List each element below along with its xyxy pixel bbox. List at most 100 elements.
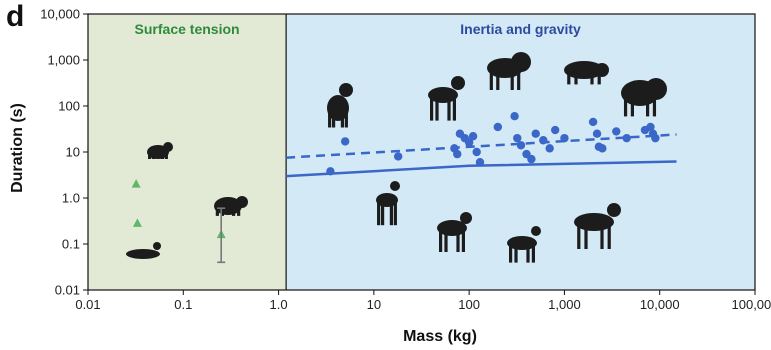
data-point-triangle-0 (131, 179, 141, 188)
cat-silhouette-leg-0 (328, 113, 332, 128)
fit-lines-layer (286, 133, 677, 178)
okapi-silhouette (376, 181, 400, 226)
cat-silhouette-leg-3 (344, 113, 348, 128)
data-point-circle-20 (550, 125, 560, 135)
rat-silhouette-leg-1 (220, 209, 224, 216)
y-tick-label-4: 100 (58, 99, 80, 114)
y-tick-label-6: 10,000 (40, 7, 80, 22)
x-tick-label-6: 10,000 (640, 297, 680, 312)
x-tick-label-3: 10 (367, 297, 381, 312)
data-point-circle-8 (468, 132, 478, 141)
bat-silhouette-body (126, 249, 160, 259)
data-point-circle-18 (539, 136, 548, 145)
okapi-silhouette-leg-0 (377, 202, 381, 226)
data-point-circle-21 (560, 133, 569, 143)
data-point-circle-17 (531, 129, 540, 138)
data-point-circle-9 (472, 147, 481, 157)
cat-silhouette-leg-2 (340, 113, 344, 128)
fit-line-dashed (286, 133, 677, 159)
data-point-circle-7 (464, 138, 474, 147)
okapi-silhouette-leg-3 (393, 202, 397, 226)
data-point-circle-0 (326, 167, 335, 176)
data-point-circle-26 (612, 127, 621, 136)
mouse-silhouette-leg-0 (148, 154, 152, 159)
deer-silhouette-leg-1 (514, 245, 518, 263)
zebra-silhouette (437, 212, 472, 252)
deer-silhouette-leg-2 (526, 245, 530, 263)
region-1-label: Inertia and gravity (460, 21, 581, 37)
okapi-silhouette-leg-2 (389, 202, 393, 226)
data-points-layer (131, 112, 660, 264)
y-tick-label-1: 0.1 (62, 237, 80, 252)
bat-silhouette-head (153, 242, 161, 250)
dog-silhouette-leg-0 (430, 98, 434, 121)
data-point-circle-23 (592, 129, 602, 138)
data-point-circle-25 (598, 144, 607, 153)
regions-layer: Surface tension Inertia and gravity (88, 14, 755, 290)
data-point-circle-31 (651, 133, 660, 143)
fit-line-solid (286, 160, 677, 178)
rat-silhouette-head (236, 196, 248, 208)
rat-silhouette-leg-0 (215, 209, 219, 216)
y-tick-label-5: 1,000 (47, 53, 80, 68)
mouse-silhouette-leg-1 (152, 154, 156, 159)
horse-silhouette-leg-1 (584, 225, 588, 249)
dog-silhouette-leg-3 (452, 98, 456, 121)
dog-silhouette (428, 76, 465, 121)
elephant-silhouette (621, 78, 667, 117)
zebra-silhouette-leg-0 (439, 231, 443, 252)
x-tick-label-7: 100,000 (732, 297, 771, 312)
data-point-circle-27 (622, 133, 631, 143)
zebra-silhouette-leg-2 (456, 231, 460, 252)
lion-silhouette-leg-0 (489, 72, 493, 90)
rhino-silhouette-leg-1 (574, 73, 578, 85)
panel-label: d (6, 0, 25, 33)
horse-silhouette-leg-0 (577, 225, 581, 249)
deer-silhouette (507, 226, 541, 263)
x-tick-label-1: 0.1 (174, 297, 192, 312)
cat-silhouette-leg-1 (332, 113, 336, 128)
data-point-circle-16 (527, 154, 536, 164)
deer-silhouette-leg-3 (531, 245, 535, 263)
data-point-circle-19 (545, 144, 554, 153)
x-axis-title: Mass (kg) (403, 328, 477, 345)
elephant-silhouette-leg-3 (652, 98, 657, 117)
deer-silhouette-leg-0 (509, 245, 513, 263)
rhino-silhouette-body (564, 61, 604, 79)
horse-silhouette (574, 203, 621, 249)
mouse-silhouette-leg-2 (160, 154, 164, 159)
zebra-silhouette-leg-1 (444, 231, 448, 252)
lion-silhouette-leg-2 (510, 72, 514, 90)
elephant-silhouette-leg-1 (630, 98, 634, 117)
cat-silhouette-head (339, 83, 353, 97)
dog-silhouette-head (451, 76, 465, 90)
data-point-circle-11 (493, 122, 503, 132)
zebra-silhouette-leg-3 (461, 231, 465, 252)
data-point-circle-4 (453, 149, 462, 159)
horse-silhouette-body (574, 213, 614, 231)
rhino-silhouette-leg-2 (590, 73, 594, 85)
animal-silhouettes (126, 52, 667, 263)
dog-silhouette-leg-2 (447, 98, 451, 121)
horse-silhouette-head (607, 203, 621, 217)
y-axis-title: Duration (s) (9, 103, 26, 193)
axes-layer: 0.01 0.1 1.0 10 100 1,000 10,000 100,000 0.01 0.1… (40, 7, 771, 313)
elephant-silhouette-head (645, 78, 667, 100)
elephant-silhouette-leg-2 (646, 98, 650, 117)
dog-silhouette-leg-1 (435, 98, 439, 121)
x-tick-label-0: 0.01 (75, 297, 100, 312)
data-point-triangle-1 (132, 218, 142, 227)
lion-silhouette-leg-1 (496, 72, 500, 90)
rhino-silhouette-leg-0 (567, 73, 571, 85)
region-0-background (88, 14, 287, 290)
okapi-silhouette-leg-1 (381, 202, 385, 226)
x-tick-label-5: 1,000 (548, 297, 581, 312)
elephant-silhouette-leg-0 (623, 98, 628, 117)
region-0-label: Surface tension (135, 21, 240, 37)
y-tick-label-2: 1.0 (62, 191, 80, 206)
rat-silhouette-leg-2 (232, 209, 236, 216)
rhino-silhouette-leg-3 (597, 73, 601, 85)
lion-silhouette-head (511, 52, 531, 72)
data-point-circle-29 (646, 122, 655, 132)
